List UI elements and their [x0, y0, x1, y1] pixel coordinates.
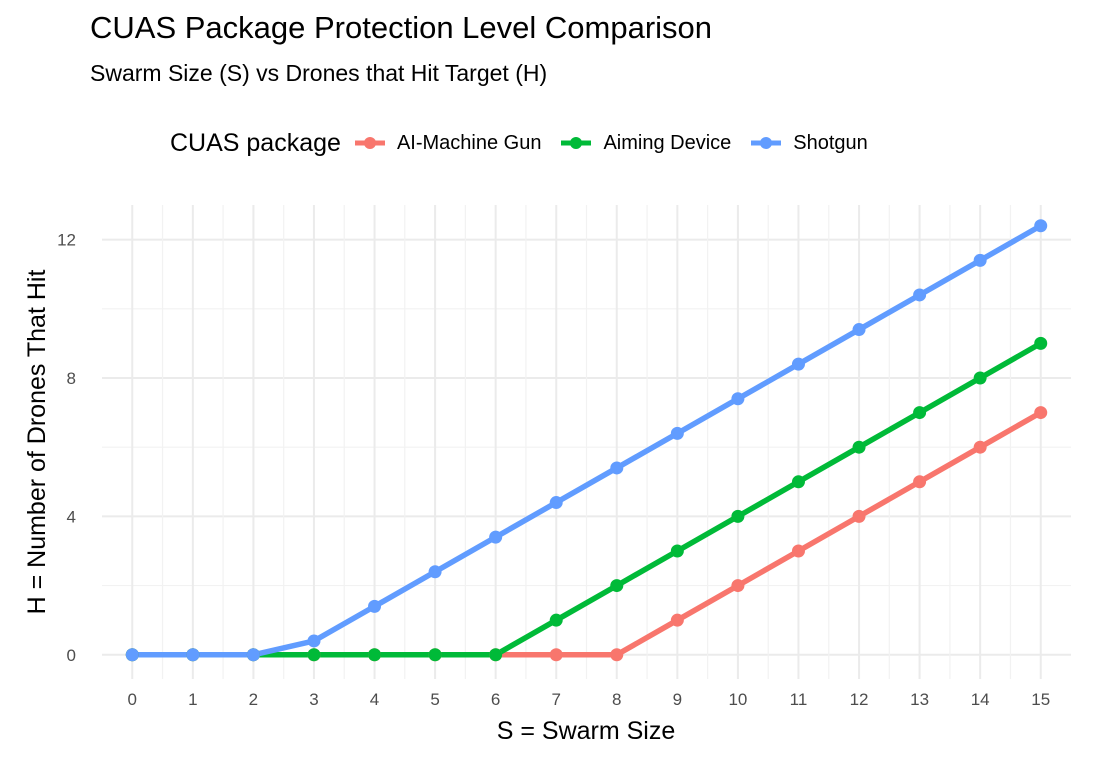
- data-point-ai-machine-gun: [791, 544, 805, 558]
- data-point-aiming-device: [1034, 336, 1048, 350]
- data-point-ai-machine-gun: [973, 440, 987, 454]
- data-point-shotgun: [368, 599, 382, 613]
- data-point-ai-machine-gun: [913, 475, 927, 489]
- y-tick-label: 0: [67, 646, 76, 665]
- data-point-shotgun: [549, 496, 563, 510]
- x-axis-title: S = Swarm Size: [497, 717, 676, 745]
- y-tick-label: 4: [67, 507, 76, 526]
- data-point-aiming-device: [428, 648, 442, 662]
- data-point-shotgun: [973, 253, 987, 267]
- data-point-aiming-device: [973, 371, 987, 385]
- legend-key-ai-machine-gun: [354, 137, 385, 149]
- data-point-shotgun: [731, 392, 745, 406]
- data-point-aiming-device: [731, 509, 745, 523]
- grid: [102, 205, 1071, 679]
- x-tick-label: 6: [491, 690, 500, 709]
- data-point-ai-machine-gun: [549, 648, 563, 662]
- y-axis-title: H = Number of Drones That Hit: [23, 270, 51, 615]
- legend-label: Aiming Device: [603, 131, 732, 154]
- x-tick-label: 5: [430, 690, 439, 709]
- legend-item-shotgun: Shotgun: [749, 132, 868, 155]
- data-point-aiming-device: [791, 475, 805, 489]
- legend-label: Shotgun: [793, 131, 868, 154]
- y-tick-label: 8: [67, 369, 76, 388]
- legend-key-aiming-device: [561, 137, 592, 149]
- x-tick-label: 8: [612, 690, 621, 709]
- data-point-ai-machine-gun: [610, 648, 624, 662]
- x-tick-label: 0: [128, 690, 137, 709]
- x-tick-label: 11: [790, 690, 808, 709]
- data-point-shotgun: [489, 530, 503, 544]
- data-point-shotgun: [428, 565, 442, 579]
- data-point-shotgun: [670, 426, 684, 440]
- data-point-aiming-device: [913, 406, 927, 420]
- data-point-aiming-device: [670, 544, 684, 558]
- chart-subtitle: Swarm Size (S) vs Drones that Hit Target…: [90, 60, 548, 86]
- x-tick-label: 10: [728, 690, 747, 709]
- legend-item-ai-machine-gun: AI-Machine Gun: [353, 131, 542, 155]
- x-tick-label: 7: [551, 690, 560, 709]
- x-tick-label: 3: [309, 690, 318, 709]
- x-tick-label: 1: [188, 690, 197, 709]
- data-point-shotgun: [791, 357, 805, 371]
- data-point-shotgun: [1034, 219, 1048, 233]
- series-line-shotgun: [132, 223, 1043, 658]
- data-point-aiming-device: [610, 579, 624, 593]
- data-point-aiming-device: [549, 613, 563, 627]
- x-tick-label: 13: [910, 690, 929, 709]
- x-tick-label: 4: [370, 690, 379, 709]
- legend: CUAS package AI-Machine Gun Aiming Devic…: [170, 126, 886, 160]
- data-point-shotgun: [246, 648, 260, 662]
- x-tick-label: 12: [850, 690, 869, 709]
- data-point-ai-machine-gun: [670, 613, 684, 627]
- data-point-aiming-device: [489, 648, 503, 662]
- data-point-shotgun: [913, 288, 927, 302]
- data-point-shotgun: [610, 461, 624, 475]
- data-point-shotgun: [125, 648, 139, 662]
- series-line-aiming-device: [132, 341, 1043, 658]
- data-point-shotgun: [307, 634, 321, 648]
- chart-title: CUAS Package Protection Level Comparison: [90, 10, 713, 45]
- data-point-shotgun: [852, 323, 866, 337]
- x-tick-label: 9: [673, 690, 682, 709]
- data-point-aiming-device: [368, 648, 382, 662]
- x-tick-label: 2: [249, 690, 258, 709]
- data-point-shotgun: [186, 648, 200, 662]
- data-point-ai-machine-gun: [731, 579, 745, 593]
- legend-title: CUAS package: [170, 128, 341, 157]
- y-tick-label: 12: [57, 231, 76, 250]
- data-point-aiming-device: [852, 440, 866, 454]
- x-tick-label: 14: [971, 690, 990, 709]
- series-layer: [125, 219, 1048, 662]
- data-point-ai-machine-gun: [852, 509, 866, 523]
- legend-item-aiming-device: Aiming Device: [559, 132, 731, 155]
- data-point-ai-machine-gun: [1034, 406, 1048, 420]
- legend-key-shotgun: [751, 137, 782, 149]
- data-point-aiming-device: [307, 648, 321, 662]
- legend-label: AI-Machine Gun: [396, 131, 542, 154]
- x-tick-label: 15: [1031, 690, 1050, 709]
